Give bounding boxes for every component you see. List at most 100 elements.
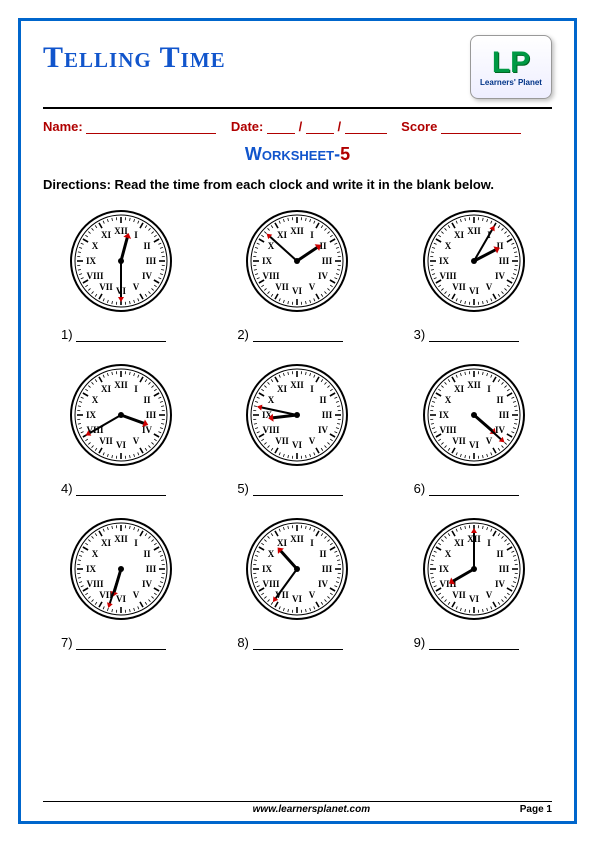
svg-text:X: X bbox=[92, 241, 99, 251]
question-number: 6) bbox=[414, 481, 426, 496]
footer-page: Page 1 bbox=[520, 804, 552, 815]
svg-text:IV: IV bbox=[495, 425, 506, 435]
svg-text:XII: XII bbox=[114, 380, 128, 390]
clock-cell: XIIIIIIIIIVVVIVIIVIIIIXXXI2) bbox=[223, 206, 371, 342]
svg-text:III: III bbox=[146, 256, 157, 266]
svg-text:I: I bbox=[487, 384, 491, 394]
svg-text:XII: XII bbox=[114, 534, 128, 544]
svg-text:VII: VII bbox=[452, 282, 466, 292]
svg-text:III: III bbox=[146, 564, 157, 574]
page-title: Telling Time bbox=[43, 41, 226, 75]
svg-text:VII: VII bbox=[452, 590, 466, 600]
svg-text:X: X bbox=[445, 549, 452, 559]
svg-text:IX: IX bbox=[86, 410, 97, 420]
svg-text:IX: IX bbox=[439, 256, 450, 266]
svg-text:IV: IV bbox=[318, 579, 329, 589]
svg-text:I: I bbox=[487, 538, 491, 548]
date-blank-2[interactable] bbox=[306, 120, 334, 134]
svg-text:XI: XI bbox=[277, 384, 287, 394]
svg-text:VIII: VIII bbox=[87, 271, 105, 281]
svg-text:IX: IX bbox=[86, 564, 97, 574]
date-slash-1: / bbox=[299, 119, 303, 134]
svg-text:I: I bbox=[134, 538, 138, 548]
svg-text:II: II bbox=[496, 549, 504, 559]
svg-text:VIII: VIII bbox=[439, 425, 457, 435]
answer-row: 2) bbox=[223, 327, 371, 342]
svg-text:VII: VII bbox=[99, 436, 113, 446]
clock-grid: XIIIIIIIIIVVVIVIIVIIIIXXXI1) XIIIIIIIIIV… bbox=[43, 206, 552, 650]
svg-text:XII: XII bbox=[467, 380, 481, 390]
answer-row: 5) bbox=[223, 481, 371, 496]
meta-row: Name: Date: / / Score bbox=[43, 119, 552, 134]
svg-text:XI: XI bbox=[101, 230, 111, 240]
answer-blank[interactable] bbox=[429, 638, 519, 650]
svg-text:X: X bbox=[445, 241, 452, 251]
footer-url: www.learnersplanet.com bbox=[103, 804, 520, 815]
question-number: 4) bbox=[61, 481, 73, 496]
name-blank[interactable] bbox=[86, 120, 216, 134]
page-border: Telling Time LP Learners' Planet Name: D… bbox=[18, 18, 577, 824]
answer-blank[interactable] bbox=[429, 484, 519, 496]
svg-text:XII: XII bbox=[291, 380, 305, 390]
svg-text:IX: IX bbox=[439, 410, 450, 420]
svg-text:VII: VII bbox=[276, 436, 290, 446]
svg-text:VIII: VIII bbox=[263, 579, 281, 589]
answer-blank[interactable] bbox=[76, 330, 166, 342]
svg-text:X: X bbox=[92, 395, 99, 405]
svg-text:II: II bbox=[320, 549, 328, 559]
answer-blank[interactable] bbox=[253, 638, 343, 650]
svg-text:IV: IV bbox=[318, 271, 329, 281]
answer-row: 3) bbox=[400, 327, 548, 342]
question-number: 2) bbox=[237, 327, 249, 342]
date-blank-3[interactable] bbox=[345, 120, 387, 134]
svg-text:II: II bbox=[496, 395, 504, 405]
svg-text:XII: XII bbox=[291, 534, 305, 544]
svg-text:XI: XI bbox=[101, 384, 111, 394]
svg-text:VII: VII bbox=[452, 436, 466, 446]
clock-cell: XIIIIIIIIIVVVIVIIVIIIIXXXI7) bbox=[47, 514, 195, 650]
logo-subtitle: Learners' Planet bbox=[480, 78, 542, 87]
svg-text:X: X bbox=[268, 395, 275, 405]
answer-blank[interactable] bbox=[253, 484, 343, 496]
worksheet-title: Worksheet-5 bbox=[43, 144, 552, 165]
answer-blank[interactable] bbox=[429, 330, 519, 342]
svg-text:IV: IV bbox=[495, 579, 506, 589]
clock-cell: XIIIIIIIIIVVVIVIIVIIIIXXXI1) bbox=[47, 206, 195, 342]
header: Telling Time LP Learners' Planet bbox=[43, 35, 552, 99]
svg-text:X: X bbox=[445, 395, 452, 405]
svg-text:VI: VI bbox=[292, 440, 302, 450]
date-label: Date: bbox=[231, 119, 264, 134]
svg-text:IX: IX bbox=[262, 256, 273, 266]
clock-cell: XIIIIIIIIIVVVIVIIVIIIIXXXI3) bbox=[400, 206, 548, 342]
answer-blank[interactable] bbox=[76, 484, 166, 496]
svg-text:XI: XI bbox=[277, 538, 287, 548]
svg-text:VIII: VIII bbox=[87, 579, 105, 589]
logo-initials: LP bbox=[492, 48, 530, 78]
clock-cell: XIIIIIIIIIVVVIVIIVIIIIXXXI6) bbox=[400, 360, 548, 496]
svg-text:VIII: VIII bbox=[263, 271, 281, 281]
answer-blank[interactable] bbox=[76, 638, 166, 650]
svg-text:IV: IV bbox=[495, 271, 506, 281]
svg-text:IX: IX bbox=[262, 564, 273, 574]
svg-text:IX: IX bbox=[86, 256, 97, 266]
svg-text:VI: VI bbox=[469, 594, 479, 604]
svg-text:VI: VI bbox=[292, 286, 302, 296]
question-number: 1) bbox=[61, 327, 73, 342]
svg-text:IV: IV bbox=[142, 271, 153, 281]
answer-row: 1) bbox=[47, 327, 195, 342]
svg-text:X: X bbox=[268, 241, 275, 251]
svg-text:III: III bbox=[499, 410, 510, 420]
answer-blank[interactable] bbox=[253, 330, 343, 342]
score-blank[interactable] bbox=[441, 120, 521, 134]
date-blank-1[interactable] bbox=[267, 120, 295, 134]
footer: www.learnersplanet.com Page 1 bbox=[43, 801, 552, 815]
svg-text:VIII: VIII bbox=[263, 425, 281, 435]
svg-text:XII: XII bbox=[291, 226, 305, 236]
svg-text:XI: XI bbox=[277, 230, 287, 240]
answer-row: 9) bbox=[400, 635, 548, 650]
svg-text:VI: VI bbox=[292, 594, 302, 604]
answer-row: 6) bbox=[400, 481, 548, 496]
question-number: 8) bbox=[237, 635, 249, 650]
question-number: 9) bbox=[414, 635, 426, 650]
svg-text:IV: IV bbox=[142, 579, 153, 589]
